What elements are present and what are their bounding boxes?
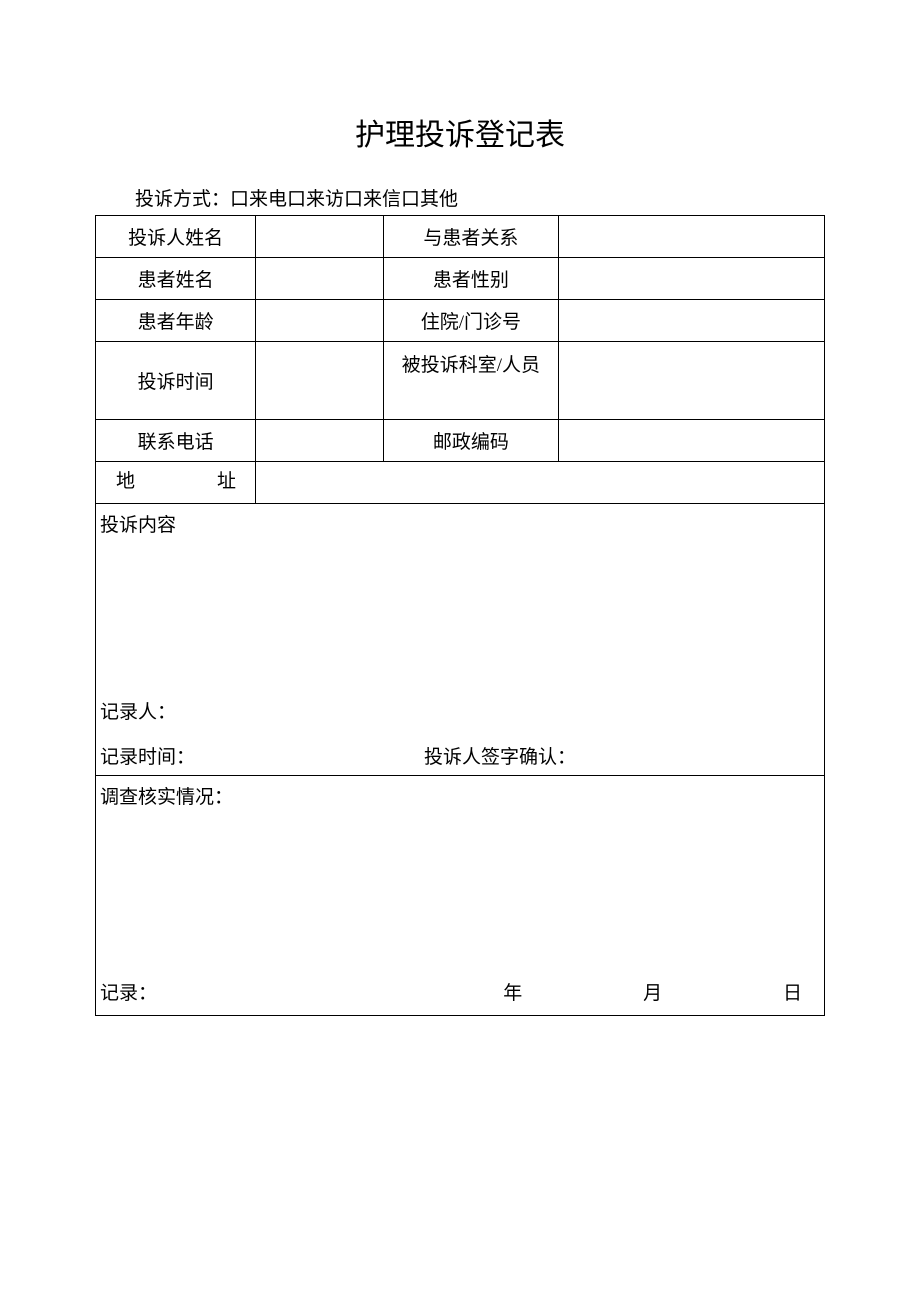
complaint-method-line: 投诉方式：口来电口来访口来信口其他 [135,184,825,211]
label-postcode: 邮政编码 [383,420,558,462]
complaint-content-section[interactable]: 投诉内容 记录人： 记录时间： 投诉人签字确认： [96,504,825,776]
verification-section[interactable]: 调查核实情况： 记录： 年 月 日 [96,776,825,1016]
field-complaint-time[interactable] [256,342,384,420]
address-char-2: 址 [217,466,236,493]
label-complainant-name: 投诉人姓名 [96,216,256,258]
field-address[interactable] [256,462,825,504]
label-complainant-sign: 投诉人签字确认： [424,742,820,769]
date-year-label: 年 [503,978,522,1005]
field-admission-number[interactable] [558,300,824,342]
field-complainant-name[interactable] [256,216,384,258]
table-row: 调查核实情况： 记录： 年 月 日 [96,776,825,1016]
table-row: 联系电话 邮政编码 [96,420,825,462]
field-relationship[interactable] [558,216,824,258]
label-patient-gender: 患者性别 [383,258,558,300]
label-relationship: 与患者关系 [383,216,558,258]
label-patient-age: 患者年龄 [96,300,256,342]
label-complaint-content: 投诉内容 [100,510,820,537]
label-recorder: 记录人： [100,697,820,724]
label-record-time: 记录时间： [100,742,424,769]
table-row: 投诉人姓名 与患者关系 [96,216,825,258]
label-verification: 调查核实情况： [100,782,820,809]
field-postcode[interactable] [558,420,824,462]
date-month-label: 月 [643,978,662,1005]
address-char-1: 地 [116,466,135,493]
table-row: 投诉内容 记录人： 记录时间： 投诉人签字确认： [96,504,825,776]
table-row: 患者年龄 住院/门诊号 [96,300,825,342]
label-phone: 联系电话 [96,420,256,462]
label-complaint-time: 投诉时间 [96,342,256,420]
table-row: 投诉时间 被投诉科室/人员 [96,342,825,420]
label-record: 记录： [100,978,503,1005]
field-patient-name[interactable] [256,258,384,300]
field-phone[interactable] [256,420,384,462]
table-row: 地 址 [96,462,825,504]
field-target-department[interactable] [558,342,824,420]
label-address: 地 址 [96,462,256,504]
label-target-department: 被投诉科室/人员 [383,342,558,420]
date-line: 年 月 日 [503,978,820,1005]
label-admission-number: 住院/门诊号 [383,300,558,342]
field-patient-age[interactable] [256,300,384,342]
field-patient-gender[interactable] [558,258,824,300]
complaint-form-table: 投诉人姓名 与患者关系 患者姓名 患者性别 患者年龄 住院/门诊号 投诉时间 被… [95,215,825,1016]
date-day-label: 日 [783,978,802,1005]
label-patient-name: 患者姓名 [96,258,256,300]
table-row: 患者姓名 患者性别 [96,258,825,300]
form-title: 护理投诉登记表 [95,110,825,154]
